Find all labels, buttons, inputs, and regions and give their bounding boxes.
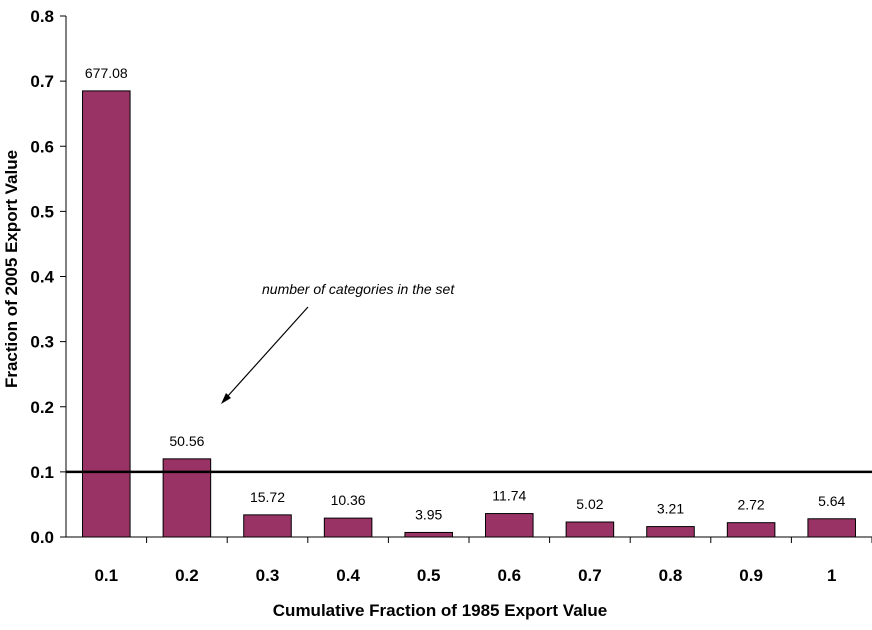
bar: [565, 521, 615, 538]
data-label: 5.64: [818, 493, 845, 509]
x-tick-label: 0.3: [256, 566, 280, 585]
annotation-arrowhead: [221, 393, 231, 404]
x-tick-label: 0.4: [336, 566, 360, 585]
bar: [404, 531, 453, 538]
x-axis-title: Cumulative Fraction of 1985 Export Value: [273, 601, 607, 620]
x-tick-label: 0.2: [175, 566, 199, 585]
y-tick-label: 0.0: [30, 528, 54, 547]
data-label: 50.56: [169, 433, 204, 449]
data-label: 2.72: [737, 497, 764, 513]
bar: [243, 514, 292, 538]
bar: [726, 522, 776, 538]
y-tick-label: 0.7: [30, 72, 54, 91]
y-tick-label: 0.6: [30, 137, 54, 156]
data-label: 677.08: [85, 65, 128, 81]
data-label: 3.95: [415, 506, 442, 522]
annotation-arrow-line: [226, 306, 309, 398]
data-label: 5.02: [576, 496, 603, 512]
y-tick-label: 0.4: [30, 268, 54, 287]
x-tick-label: 1: [827, 566, 836, 585]
x-tick-label: 0.5: [417, 566, 441, 585]
data-label: 10.36: [331, 492, 366, 508]
y-axis-title: Fraction of 2005 Export Value: [2, 150, 21, 388]
x-tick-label: 0.9: [739, 566, 763, 585]
x-tick-label: 0.6: [497, 566, 521, 585]
bar: [807, 518, 856, 538]
y-tick-label: 0.1: [30, 463, 54, 482]
data-labels: 677.08 50.56 15.72 10.36 3.95 11.74 5.02 3.21 2.…: [85, 65, 846, 523]
y-tick-label: 0.2: [30, 398, 54, 417]
bar: [485, 513, 534, 538]
bars: [82, 90, 856, 538]
bar: [323, 517, 373, 538]
y-tick-label: 0.8: [30, 7, 54, 26]
bar: [162, 458, 212, 538]
data-label: 11.74: [492, 488, 526, 504]
x-tick-label: 0.7: [578, 566, 602, 585]
y-tick-label: 0.5: [30, 202, 54, 221]
x-tick-label: 0.1: [94, 566, 118, 585]
bar: [82, 90, 131, 538]
y-axis-ticks: 0.0 0.1 0.2 0.3 0.4 0.5 0.6 0.7 0.8: [30, 7, 66, 547]
y-tick-label: 0.3: [30, 333, 54, 352]
annotation-text: number of categories in the set: [262, 281, 455, 297]
bar: [646, 526, 695, 538]
data-label: 15.72: [250, 489, 285, 505]
x-axis-ticks: 0.1 0.2 0.3 0.4 0.5 0.6 0.7 0.8 0.9 1: [94, 537, 872, 585]
x-tick-label: 0.8: [659, 566, 683, 585]
data-label: 3.21: [657, 501, 684, 517]
